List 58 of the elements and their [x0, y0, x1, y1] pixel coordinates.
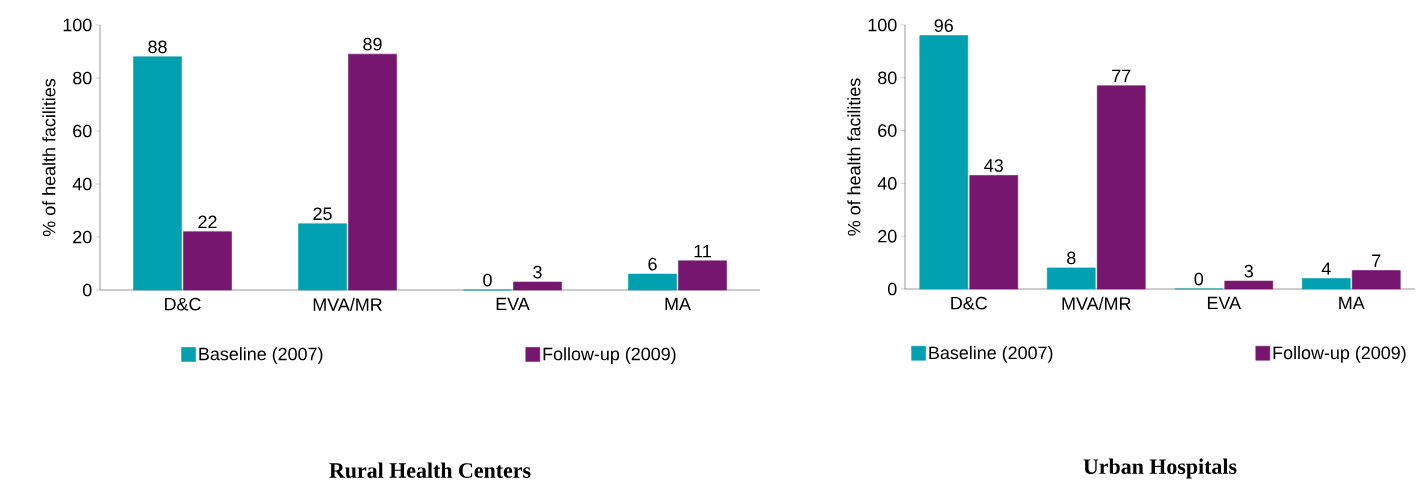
y-tick-label: 100: [868, 18, 897, 32]
x-tick-label: EVA: [1207, 296, 1241, 310]
y-tick-label: 0: [887, 282, 897, 296]
data-label: 89: [363, 37, 382, 51]
data-label: 25: [313, 207, 332, 221]
legend-label: Follow-up (2009): [1273, 345, 1406, 363]
x-tick-label: MVA/MR: [1062, 296, 1131, 310]
bar: [1046, 267, 1096, 290]
y-tick-label: 60: [73, 124, 92, 138]
text: Urban Hospitals: [1083, 458, 1237, 479]
bar: [1096, 85, 1146, 290]
data-label: 0: [483, 273, 492, 287]
data-label: 22: [198, 215, 217, 229]
text: Rural Health Centers: [329, 462, 531, 478]
bar: [1301, 278, 1351, 290]
data-label: 8: [1067, 251, 1076, 265]
data-label: 96: [934, 19, 953, 32]
data-label: 43: [984, 159, 1003, 172]
bar: [513, 281, 562, 291]
data-label: 88: [148, 40, 167, 54]
y-tick-label: 60: [878, 124, 897, 137]
y-tick-label: 20: [878, 229, 897, 243]
y-tick-label: 20: [73, 230, 92, 244]
bar: [133, 56, 182, 291]
bar: [183, 231, 232, 291]
bar: [919, 35, 969, 290]
bar: [348, 53, 397, 291]
x-tick-label: MA: [665, 297, 691, 311]
data-label: 77: [1112, 69, 1131, 83]
y-tick-label: 40: [72, 177, 92, 191]
y-tick-label: 40: [877, 177, 897, 190]
x-tick-label: EVA: [496, 297, 530, 311]
x-tick-label: MA: [1339, 296, 1365, 310]
bar: [298, 223, 347, 291]
data-label: 3: [533, 265, 542, 279]
y-tick-label: 100: [63, 18, 92, 32]
y-axis-title: % of health facilities: [847, 78, 861, 236]
legend-label: Baseline (2007): [929, 345, 1053, 363]
data-label: 6: [648, 257, 657, 271]
y-tick-label: 0: [82, 283, 92, 297]
bar: [628, 273, 677, 291]
legend-label: Baseline (2007): [199, 347, 323, 364]
y-axis-title: % of health facilities: [42, 78, 56, 237]
bar: [969, 175, 1019, 290]
x-tick-label: D&C: [165, 297, 201, 311]
data-label: 7: [1372, 254, 1381, 267]
bar: [1351, 270, 1401, 290]
legend-label: Follow-up (2009): [543, 347, 676, 364]
bar: [678, 260, 727, 291]
y-tick-label: 80: [878, 71, 897, 85]
bar: [1224, 280, 1274, 290]
data-label: 4: [1321, 262, 1331, 275]
x-tick-label: D&C: [951, 296, 987, 310]
x-tick-label: MVA/MR: [313, 297, 382, 311]
data-label: 0: [1194, 272, 1204, 286]
data-label: 3: [1244, 264, 1253, 278]
data-label: 11: [694, 244, 711, 258]
y-tick-label: 80: [73, 71, 92, 85]
